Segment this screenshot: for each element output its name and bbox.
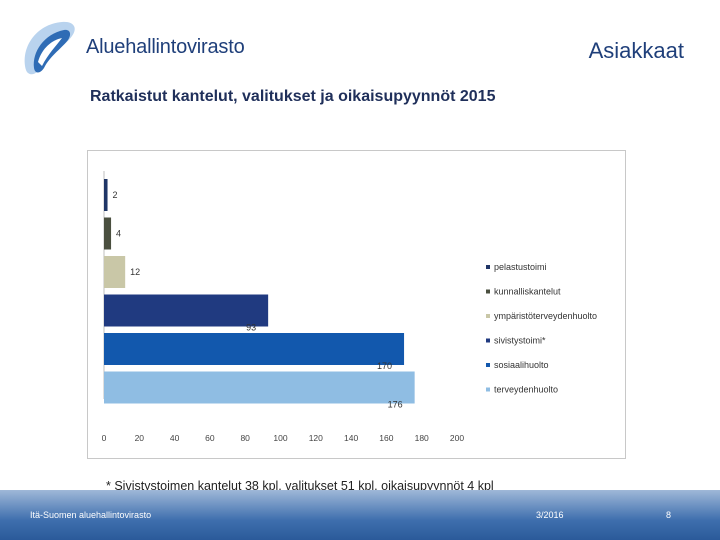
bar-2 bbox=[104, 256, 126, 288]
x-tick-label: 140 bbox=[344, 433, 358, 443]
x-tick-label: 120 bbox=[309, 433, 323, 443]
bar-value-label: 93 bbox=[246, 323, 256, 333]
bar-1 bbox=[104, 217, 112, 250]
x-tick-label: 80 bbox=[240, 433, 250, 443]
x-tick-label: 40 bbox=[170, 433, 180, 443]
bar-value-label: 170 bbox=[377, 361, 392, 371]
legend-marker bbox=[486, 363, 490, 367]
bar-0 bbox=[104, 179, 108, 211]
x-tick-label: 160 bbox=[379, 433, 393, 443]
x-tick-label: 100 bbox=[273, 433, 287, 443]
legend-label: sosiaalihuolto bbox=[494, 360, 549, 370]
bar-value-label: 176 bbox=[388, 400, 403, 410]
bar-value-label: 2 bbox=[113, 190, 118, 200]
legend-marker bbox=[486, 387, 490, 392]
logo-text: Aluehallintovirasto bbox=[86, 36, 245, 58]
bar-4 bbox=[104, 333, 405, 365]
bar-3 bbox=[104, 294, 269, 327]
footer-date: 3/2016 bbox=[536, 510, 564, 520]
legend-label: pelastustoimi bbox=[494, 262, 547, 272]
legend-label: ympäristöterveydenhuolto bbox=[494, 311, 597, 321]
bar-value-label: 4 bbox=[116, 229, 121, 239]
legend-label: sivistystoimi* bbox=[494, 336, 546, 346]
x-tick-label: 200 bbox=[450, 433, 464, 443]
bar-5 bbox=[104, 371, 415, 404]
bar-chart: 2 4 12 93 170 176 0 20 40 60 80 100 120 140 160 180 200 p… bbox=[102, 171, 597, 443]
x-tick-label: 20 bbox=[135, 433, 145, 443]
legend-marker bbox=[486, 289, 490, 294]
x-tick-label: 180 bbox=[415, 433, 429, 443]
footnote: * Sivistystoimen kantelut 38 kpl, valitu… bbox=[106, 479, 494, 493]
legend-marker bbox=[486, 338, 490, 343]
legend-label: terveydenhuolto bbox=[494, 385, 558, 395]
slide-title: Ratkaistut kantelut, valitukset ja oikai… bbox=[90, 88, 496, 105]
x-tick-label: 60 bbox=[205, 433, 215, 443]
chart-frame: 2 4 12 93 170 176 0 20 40 60 80 100 120 140 160 180 200 p… bbox=[87, 150, 626, 459]
x-tick-label: 0 bbox=[102, 433, 107, 443]
legend-marker bbox=[486, 265, 490, 269]
section-title: Asiakkaat bbox=[588, 38, 684, 63]
bar-value-label: 12 bbox=[130, 267, 140, 277]
legend-marker bbox=[486, 314, 490, 318]
legend-label: kunnalliskantelut bbox=[494, 287, 561, 297]
logo-icon bbox=[24, 21, 75, 75]
footer-band bbox=[0, 490, 720, 540]
page-number: 8 bbox=[666, 510, 672, 520]
footer-organization: Itä-Suomen aluehallintovirasto bbox=[30, 510, 152, 520]
